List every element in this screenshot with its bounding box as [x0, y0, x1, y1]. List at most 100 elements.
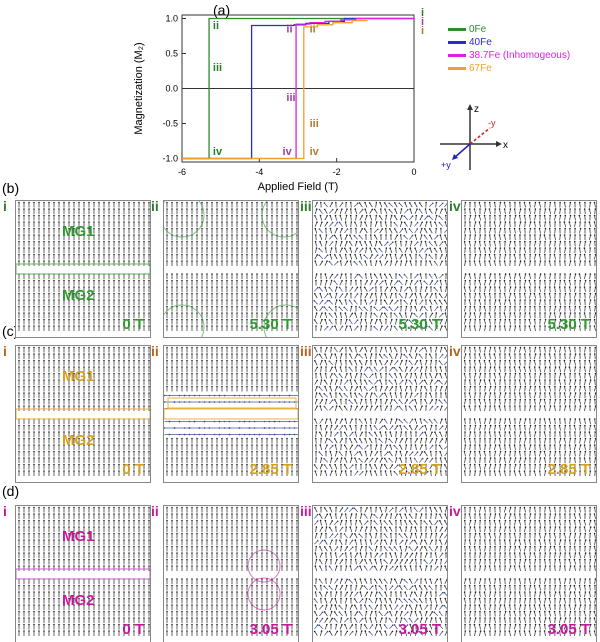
arrow-head: [384, 208, 386, 211]
arrow-head: [424, 240, 427, 243]
arrow-head: [93, 305, 95, 308]
arrow-head: [68, 221, 70, 223]
arrow-head: [433, 286, 436, 289]
arrow-head: [138, 208, 140, 210]
spin-arrow: [414, 241, 418, 247]
spin-arrow: [509, 208, 511, 215]
arrow-head: [113, 398, 115, 401]
arrow-head: [286, 201, 288, 204]
arrow-head: [335, 305, 337, 308]
spin-arrow: [375, 293, 377, 299]
arrow-head: [166, 227, 168, 230]
spin-arrow: [319, 261, 323, 266]
arrow-head: [83, 305, 85, 308]
spin-arrow: [385, 221, 387, 228]
arrow-head: [509, 208, 512, 210]
arrow-head: [191, 227, 193, 230]
arrow-head: [108, 398, 110, 401]
arrow-head: [341, 202, 344, 204]
spin-arrow: [350, 215, 352, 221]
arrow-head: [28, 260, 30, 262]
arrow-head: [374, 292, 377, 295]
arrow-head: [499, 214, 501, 217]
arrow-head: [23, 353, 25, 355]
x-tick-label: -6: [178, 167, 186, 177]
arrow-head: [573, 318, 576, 321]
spin-arrow: [559, 306, 561, 312]
spin-arrow: [428, 202, 434, 208]
arrow-head: [206, 279, 208, 282]
spin-arrow: [474, 254, 476, 260]
arrow-head: [73, 318, 75, 321]
arrow-head: [148, 299, 150, 301]
arrow-head: [148, 325, 150, 327]
spin-arrow: [379, 280, 383, 286]
arrow-head: [578, 214, 581, 217]
spin-arrow: [589, 202, 591, 208]
arrow-head: [564, 292, 567, 295]
arrow-head: [186, 240, 188, 243]
arrow-head: [78, 398, 80, 401]
arrow-head: [589, 318, 592, 321]
spin-arrow: [434, 241, 438, 247]
arrow-head: [123, 398, 125, 401]
arrow-head: [348, 319, 351, 321]
arrow-head: [321, 312, 323, 314]
arrow-head: [226, 305, 228, 308]
arrow-head: [528, 214, 531, 217]
arrow-head: [143, 405, 145, 407]
arrow-head: [221, 286, 223, 288]
arrow-head: [408, 202, 411, 204]
spin-arrow: [594, 234, 596, 241]
spin-arrow: [504, 312, 506, 319]
arrow-head: [226, 227, 228, 230]
arrow-head: [33, 305, 35, 308]
spin-arrow: [519, 221, 521, 228]
arrow-head: [191, 240, 193, 243]
arrow-head: [191, 312, 193, 314]
arrow-head: [409, 253, 411, 256]
spin-arrow: [384, 241, 388, 247]
arrow-head: [73, 240, 75, 243]
spin-arrow: [439, 293, 443, 299]
arrow-head: [53, 227, 55, 230]
spin-arrow: [364, 293, 368, 299]
arrow-head: [341, 279, 343, 282]
arrow-head: [113, 234, 115, 236]
arrow-head: [128, 279, 130, 282]
arrow-head: [191, 292, 193, 295]
arrow-head: [58, 431, 60, 433]
arrow-head: [23, 240, 25, 243]
arrow-head: [435, 253, 437, 256]
spin-arrow: [509, 299, 511, 306]
arrow-head: [23, 305, 25, 308]
arrow-head: [393, 215, 396, 217]
arrow-head: [28, 379, 30, 381]
arrow-head: [534, 234, 536, 236]
arrow-head: [266, 286, 268, 288]
spin-arrow: [579, 241, 581, 247]
arrow-head: [405, 305, 408, 308]
arrow-head: [573, 260, 576, 262]
spin-arrow: [494, 325, 496, 332]
arrow-head: [553, 234, 556, 236]
arrow-head: [211, 273, 213, 275]
arrow-head: [421, 214, 423, 217]
spin-arrow: [350, 202, 352, 208]
spin-arrow: [594, 299, 596, 306]
arrow-head: [113, 372, 115, 375]
arrow-head: [171, 214, 173, 217]
arrow-head: [261, 318, 263, 321]
arrow-head: [93, 279, 95, 282]
arrow-head: [544, 286, 547, 288]
arrow-head: [43, 372, 45, 375]
arrow-head: [266, 305, 268, 308]
arrow-head: [186, 286, 188, 288]
arrow-head: [33, 227, 35, 230]
arrow-head: [236, 279, 238, 282]
spin-arrow: [579, 325, 581, 332]
arrow-head: [201, 227, 203, 230]
arrow-head: [589, 325, 591, 327]
arrow-head: [323, 208, 326, 211]
spin-arrow: [405, 306, 407, 312]
